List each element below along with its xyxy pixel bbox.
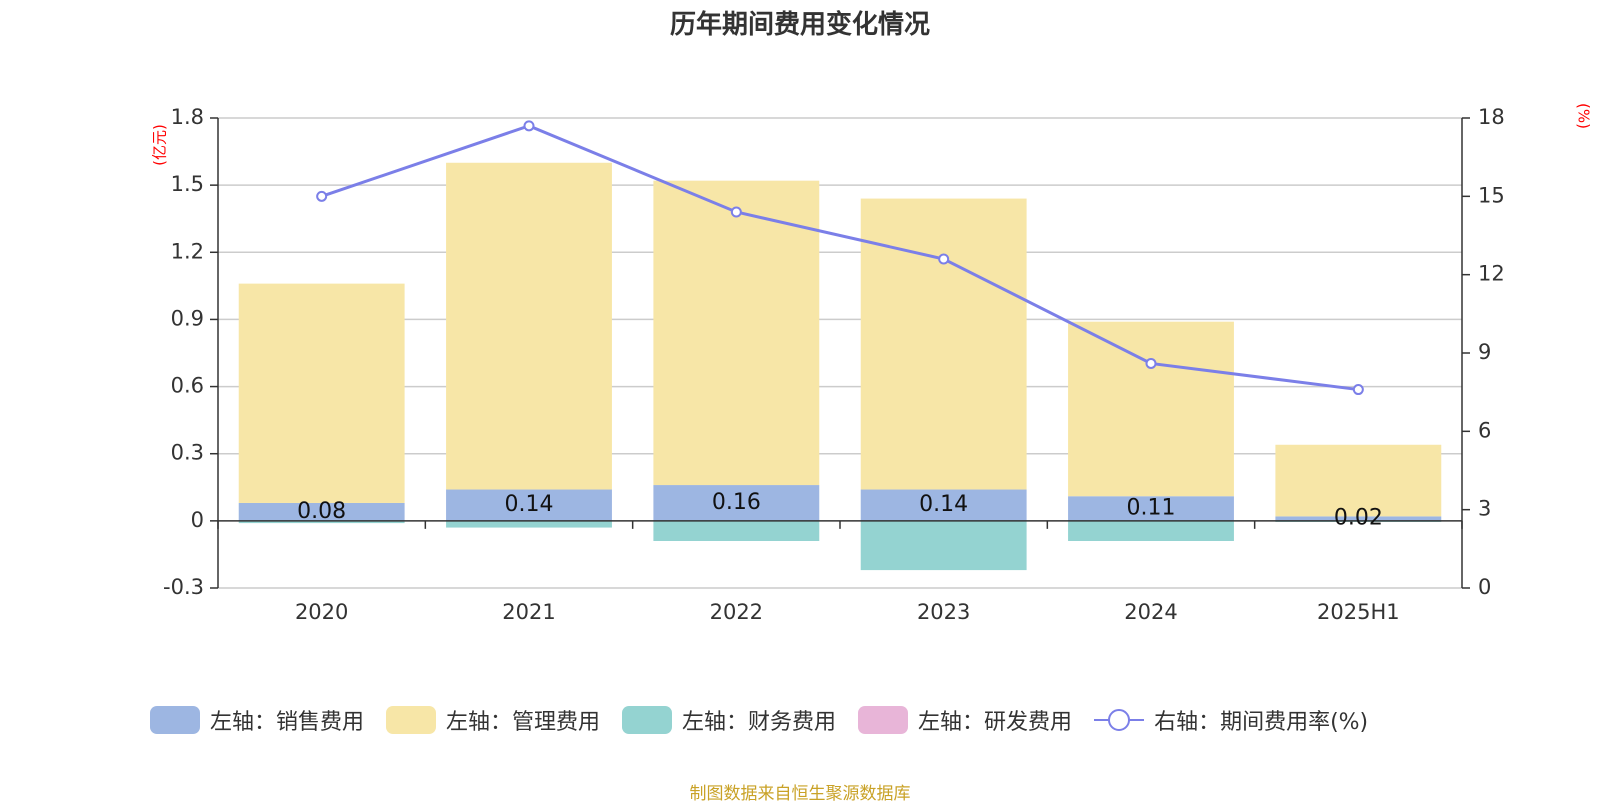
bar-sales	[1068, 496, 1234, 521]
data-labels: 0.08 0.14 0.16 0.14 0.11 0.02	[297, 490, 1383, 531]
right-tick-label: 12	[1478, 262, 1505, 286]
rate-point	[523, 120, 535, 132]
bar-sales	[653, 485, 820, 521]
left-tick-label: 1.5	[171, 172, 204, 196]
chart-title: 历年期间费用变化情况	[669, 10, 930, 40]
left-tick-label: 0	[191, 508, 204, 532]
legend-label-rd: 左轴：研发费用	[918, 710, 1073, 735]
left-tick-label: 1.2	[171, 239, 204, 263]
rate-point	[1145, 357, 1157, 369]
axes: -0.3 0 0.3 0.6 0.9 1.2 1.5 1.8 0 3 6 9 12 15 18 2020 202…	[163, 105, 1505, 624]
rate-point	[938, 253, 950, 265]
bar-admin	[1068, 321, 1234, 497]
data-label: 0.14	[505, 492, 554, 517]
right-tick-label: 6	[1478, 418, 1491, 442]
chart-canvas: -0.3 0 0.3 0.6 0.9 1.2 1.5 1.8 0 3 6 9 12 15 18 2020 202…	[151, 103, 1593, 624]
category-label: 2021	[502, 600, 555, 624]
left-tick-label: -0.3	[163, 575, 204, 599]
legend-item-sales[interactable]: 左轴：销售费用	[150, 704, 364, 736]
data-label: 0.11	[1127, 496, 1176, 521]
legend-label-sales: 左轴：销售费用	[210, 710, 365, 735]
rate-point	[1352, 384, 1364, 396]
bar-sales	[1275, 516, 1442, 521]
right-tick-label: 9	[1478, 340, 1491, 364]
legend-label-finance: 左轴：财务费用	[682, 710, 837, 735]
data-label: 0.14	[919, 492, 968, 517]
right-tick-label: 15	[1478, 183, 1505, 207]
category-label: 2024	[1124, 600, 1177, 624]
legend-label-admin: 左轴：管理费用	[446, 710, 601, 735]
bar-admin	[653, 180, 820, 486]
left-tick-label: 0.3	[171, 441, 204, 465]
category-label: 2020	[295, 600, 348, 624]
bar-finance	[860, 520, 1027, 571]
category-label: 2022	[710, 600, 763, 624]
bar-admin	[860, 198, 1027, 490]
legend-item-rd[interactable]: 左轴：研发费用	[858, 704, 1072, 736]
rate-point	[316, 190, 328, 202]
right-axis-unit: (%)	[1575, 103, 1593, 129]
legend-swatch-rd	[858, 706, 909, 734]
rate-line-path	[321, 124, 1359, 392]
bar-finance	[1068, 520, 1234, 541]
left-tick-label: 0.6	[171, 374, 204, 398]
legend-label-rate: 右轴：期间费用率(%)	[1154, 710, 1369, 735]
bar-sales	[860, 489, 1027, 521]
legend-line-circle-icon	[1094, 709, 1145, 731]
legend-swatch-finance	[622, 706, 673, 734]
left-tick-label: 0.9	[171, 306, 204, 330]
legend-item-rate[interactable]: 右轴：期间费用率(%)	[1094, 704, 1368, 736]
category-label: 2025H1	[1317, 600, 1400, 624]
category-label: 2023	[917, 600, 970, 624]
data-source-note: 制图数据来自恒生聚源数据库	[689, 784, 911, 804]
bar-finance	[238, 520, 405, 524]
bar-admin	[1275, 444, 1442, 517]
left-axis-unit: (亿元)	[151, 124, 169, 166]
grid-lines	[218, 117, 1462, 589]
data-label: 0.08	[297, 499, 346, 524]
data-label: 0.02	[1334, 506, 1383, 531]
legend-swatch-sales	[150, 706, 200, 734]
legend-item-admin[interactable]: 左轴：管理费用	[386, 704, 600, 736]
right-tick-label: 18	[1478, 105, 1505, 129]
bar-finance	[653, 520, 820, 541]
bar-finance	[446, 520, 612, 528]
right-tick-label: 3	[1478, 497, 1491, 521]
left-tick-label: 1.8	[171, 105, 204, 129]
rate-point	[730, 206, 742, 218]
bar-sales	[446, 489, 612, 521]
legend-swatch-admin	[386, 706, 437, 734]
bar-sales	[238, 502, 405, 521]
legend-item-finance[interactable]: 左轴：财务费用	[622, 704, 836, 736]
bar-admin	[446, 162, 612, 490]
bar-admin	[238, 283, 405, 503]
data-label: 0.16	[712, 490, 761, 515]
bars	[238, 162, 1442, 571]
legend: 左轴：销售费用 左轴：管理费用 左轴：财务费用 左轴：研发费用 右轴：期间费用率…	[150, 703, 1390, 737]
rate-line	[316, 120, 1364, 396]
right-tick-label: 0	[1478, 575, 1491, 599]
